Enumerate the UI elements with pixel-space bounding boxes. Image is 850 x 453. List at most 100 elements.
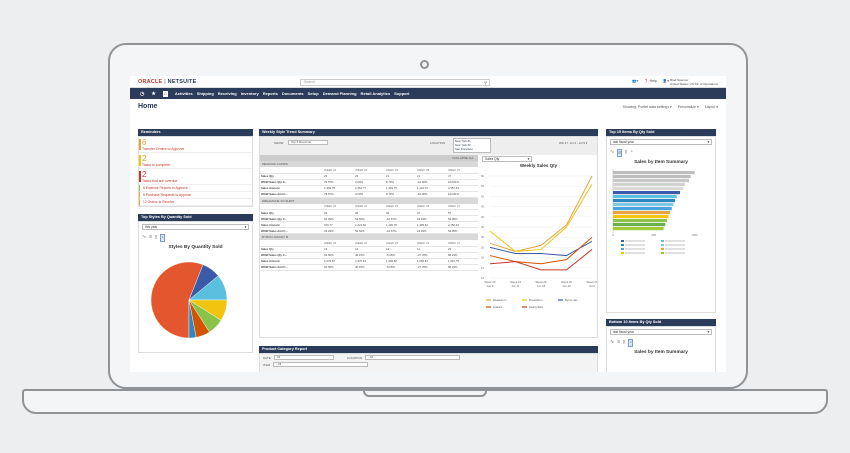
page-actions: Showing: Portlet data settings ▾ Persona… [623, 105, 718, 109]
table-row: Sales Qty 23 23 21 21 47 [260, 173, 478, 180]
nav-item-shipping[interactable]: Shipping [196, 91, 214, 96]
bottom10-period-select[interactable]: last fiscal year ▼ [610, 329, 712, 335]
reminder-color-bar [139, 171, 141, 182]
table-header-row: WEEK 23 WEEK 24 WEEK 25 WEEK 26 WEEK 27 [260, 167, 478, 174]
nav-item-retail-analytics[interactable]: Retail Analytics [360, 91, 391, 96]
nav-item-receiving[interactable]: Receiving [217, 91, 237, 96]
reminder-count: 6 [142, 138, 147, 147]
weekly-tables: COLLAPSE ALL MEADOW CAPRIS WEEK 23 WEEK 24… [260, 155, 478, 271]
column-chart-icon[interactable]: ⫾ [625, 149, 627, 155]
column-chart-icon[interactable]: ⫾ [623, 339, 625, 345]
period-select[interactable]: this year ▼ [142, 224, 249, 230]
table-cell: -10.00% [416, 179, 447, 186]
top-bar: ORACLE | NETSUITE Search ⚲ 👥▾ ❓ Help 👤▾ … [130, 76, 726, 88]
reminder-count: 2 [142, 170, 147, 179]
location-option[interactable]: New York #2 [455, 143, 471, 148]
reminder-item[interactable]: 2 Tasks that are overdue [139, 169, 252, 185]
personalize-link[interactable]: Personalize ▾ [677, 105, 699, 109]
nav-item-demand-planning[interactable]: Demand Planning [322, 91, 357, 96]
table-cell: 47 [446, 173, 478, 180]
nav-item-inventory[interactable]: Inventory [240, 91, 259, 96]
row-label: Sales Qty [260, 173, 324, 180]
x-tick-label: 500 [651, 233, 656, 237]
line-chart-icon[interactable]: ∿ [610, 149, 615, 155]
nav-item-reports[interactable]: Reports [262, 91, 278, 96]
table-cell: 13 [354, 246, 386, 253]
group-header[interactable]: DREAMLINE 3/4 SHIRT [260, 197, 478, 204]
table-cell: 1,349.75 [385, 185, 417, 192]
table-row: Sales Qty 13 13 13 11 23 [260, 246, 478, 253]
x-tick-label: Week 27 [587, 280, 598, 284]
y-tick-label: 60 [481, 174, 485, 178]
week-header: WEEK 27 [446, 167, 478, 174]
line-chart-icon[interactable]: ∿ [610, 339, 615, 345]
line-chart-icon[interactable]: ∿ [142, 234, 147, 240]
help-link[interactable]: ❓ Help [644, 79, 657, 83]
pie-chart-icon[interactable]: ◔ [627, 339, 633, 347]
pie-chart-icon[interactable]: ◔ [629, 149, 633, 155]
reminder-link[interactable]: 12 Orders to Receive [139, 199, 252, 206]
group-header[interactable]: MEADOW CAPRIS [260, 161, 478, 167]
bar-chart-icon[interactable]: ≡ [617, 149, 623, 157]
nav-item-activities[interactable]: Activities [174, 91, 193, 96]
weekly-portlet: SHOW Top 6 Revenue LOCATION New York #1 … [259, 136, 598, 338]
show-select[interactable]: Top 6 Revenue [288, 140, 328, 145]
date-select[interactable]: All [273, 355, 334, 360]
metric-select[interactable]: Sales Qty ▼ [482, 156, 532, 162]
legend-swatch [621, 252, 624, 254]
table-cell: 23 [323, 209, 355, 216]
help-label: Help [649, 79, 657, 83]
search-icon[interactable]: ⚲ [484, 79, 487, 85]
reminder-text: Transfer Orders to Approve [142, 147, 185, 151]
bar [613, 219, 667, 223]
search-input[interactable]: Search ⚲ [300, 78, 490, 86]
chart-type-icons: ∿ ≡ ⫾ ◔ [139, 232, 252, 244]
star-icon[interactable]: ★ [151, 90, 156, 97]
table-cell: 123.81% [446, 179, 478, 186]
bar-chart-icon[interactable]: ≡ [617, 339, 621, 345]
reminder-link[interactable]: 8 Expense Reports to Approve [139, 185, 252, 192]
item-select[interactable]: - All - [273, 362, 369, 367]
showing-link[interactable]: Showing: Portlet data settings ▾ [622, 105, 672, 109]
recent-icon[interactable]: 👥▾ [632, 79, 639, 83]
reminder-item[interactable]: 2 Tasks to complete [139, 153, 252, 169]
top15-period-select[interactable]: last fiscal year ▼ [610, 139, 712, 145]
table-cell: 1,130.78 [385, 221, 417, 228]
week-header: WEEK 27 [446, 240, 478, 247]
legend-label [625, 244, 645, 246]
chevron-down-icon: ▼ [707, 330, 710, 334]
layout-link[interactable]: Layout ▾ [704, 105, 718, 109]
y-tick-label: 50 [481, 194, 485, 198]
group-header[interactable]: BYRON JACKET M [260, 234, 478, 240]
reminder-link[interactable]: 9 Purchase Requests to Approve [139, 192, 252, 199]
location-option[interactable]: San Francisco [455, 147, 473, 152]
app-screen: ORACLE | NETSUITE Search ⚲ 👥▾ ❓ Help 👤▾ … [130, 76, 726, 372]
product-report-portlet: DATE All LOCATION - All - ITEM - All - [259, 353, 598, 372]
collapse-all-link[interactable]: COLLAPSE ALL [260, 155, 478, 161]
nav-item-documents[interactable]: Documents [281, 91, 304, 96]
reminder-item[interactable]: 6 Transfer Orders to Approve [139, 137, 252, 153]
table-cell: -5.26% [385, 264, 417, 271]
group-table: WEEK 23 WEEK 24 WEEK 25 WEEK 26 WEEK 27 Sales… [260, 203, 478, 234]
logo-separator: | [162, 79, 168, 85]
x-tick-label: Jul 2 [589, 284, 595, 288]
product-report-title: Product Category Report [259, 346, 598, 353]
nav-item-support[interactable]: Support [394, 91, 410, 96]
location-label: LOCATION [346, 355, 362, 360]
weekly-filters: SHOW Top 6 Revenue LOCATION New York #1 … [260, 137, 597, 155]
location-option[interactable]: New York #1 [455, 139, 471, 143]
pie-chart-icon[interactable]: ◔ [159, 234, 165, 242]
logo[interactable]: ORACLE | NETSUITE [138, 79, 196, 85]
series-line [489, 240, 593, 257]
nav-item-setup[interactable]: Setup [307, 91, 319, 96]
user-menu[interactable]: 👤▾ Brad Spencer United States: US Dir. of… [662, 78, 718, 86]
week-header: WEEK 23 [323, 167, 355, 174]
week-period-select[interactable]: WK 27, Jul 3 - Jul 9 ▾ [559, 141, 588, 145]
bar-chart-icon[interactable]: ≡ [149, 234, 153, 240]
clock-icon[interactable]: ◷ [140, 90, 145, 97]
column-chart-icon[interactable]: ⫾ [155, 234, 157, 240]
location-select[interactable]: - All - [364, 355, 460, 360]
location-multiselect[interactable]: New York #1 New York #2 San Francisco [453, 138, 491, 153]
table-cell: 2,150.42 [446, 221, 478, 228]
home-icon[interactable]: ⌂ [162, 90, 168, 97]
